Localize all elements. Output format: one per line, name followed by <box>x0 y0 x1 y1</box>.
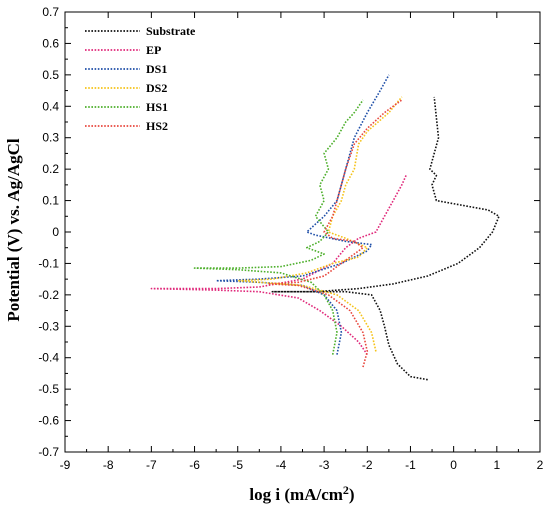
x-tick-label-2: -7 <box>146 458 157 472</box>
x-axis-title-main: log i (mA/cm <box>249 485 342 504</box>
x-tick-label-10: 1 <box>493 458 500 472</box>
x-tick-label-0: -9 <box>60 458 71 472</box>
series-line-hs1 <box>193 99 364 355</box>
y-tick-label-7: 0 <box>52 225 59 239</box>
x-tick-label-8: -1 <box>405 458 416 472</box>
y-tick-label-13: -0.6 <box>38 414 59 428</box>
y-tick-label-3: 0.4 <box>42 99 59 113</box>
y-tick-label-9: -0.2 <box>38 288 59 302</box>
legend-label-substrate: Substrate <box>146 24 196 38</box>
y-tick-label-14: -0.7 <box>38 445 59 459</box>
x-tick-label-5: -4 <box>276 458 287 472</box>
x-axis-title: log i (mA/cm2) <box>249 483 354 504</box>
legend-label-ds1: DS1 <box>146 62 167 76</box>
y-tick-label-2: 0.5 <box>42 68 59 82</box>
y-tick-label-10: -0.3 <box>38 319 59 333</box>
y-tick-label-8: -0.1 <box>38 256 59 270</box>
y-tick-label-12: -0.5 <box>38 382 59 396</box>
legend-label-ds2: DS2 <box>146 81 167 95</box>
y-tick-label-4: 0.3 <box>42 131 59 145</box>
legend-label-ep: EP <box>146 43 161 57</box>
y-tick-label-6: 0.1 <box>42 194 59 208</box>
legend-label-hs2: HS2 <box>146 119 168 133</box>
y-tick-label-5: 0.2 <box>42 162 59 176</box>
y-axis-title: Potential (V) vs. Ag/AgCl <box>4 138 23 321</box>
series-line-ds1 <box>215 74 390 355</box>
plot-frame <box>64 11 541 453</box>
plot-area <box>150 74 500 381</box>
series-line-ep <box>150 175 407 356</box>
x-tick-label-3: -6 <box>189 458 200 472</box>
y-tick-label-0: 0.7 <box>42 5 59 19</box>
axes: -9 -8 -7 -6 -5 -4 -3 -2 -1 0 1 2 0.7 0.6 0.5 0.4 0.3 0.2 0… <box>38 5 543 472</box>
x-tick-label-7: -2 <box>362 458 373 472</box>
y-tick-label-1: 0.6 <box>42 36 59 50</box>
x-tick-label-9: 0 <box>450 458 457 472</box>
legend-label-hs1: HS1 <box>146 100 168 114</box>
x-tick-label-6: -3 <box>319 458 330 472</box>
x-tick-label-1: -8 <box>103 458 114 472</box>
legend: Substrate EP DS1 DS2 HS1 HS2 <box>85 24 196 133</box>
x-tick-label-11: 2 <box>537 458 544 472</box>
series-line-substrate <box>271 96 500 381</box>
series-line-ds2 <box>236 96 403 352</box>
x-tick-label-4: -5 <box>232 458 243 472</box>
x-axis-title-superscript: 2 <box>343 483 349 497</box>
x-axis-title-close: ) <box>349 485 355 504</box>
series-line-hs2 <box>267 99 403 368</box>
y-tick-label-11: -0.4 <box>38 351 59 365</box>
